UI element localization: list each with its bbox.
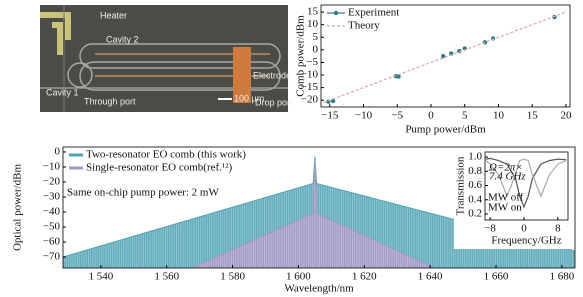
y-tick-label: 5 (313, 31, 319, 43)
legend-label: Theory (348, 20, 380, 32)
y-tick-label: 1.0 (468, 151, 482, 163)
y-axis-label: Transmission (455, 156, 467, 215)
annotation: 7.4 GHz (489, 171, 526, 183)
x-tick-label: −8 (484, 223, 496, 235)
y-tick-label: −40 (43, 206, 61, 218)
x-tick-label: 1 620 (352, 271, 377, 283)
y-tick-label: 10 (307, 18, 319, 30)
x-tick-label: 0 (521, 223, 527, 235)
legend-label: MW on (488, 202, 522, 214)
legend-label: Two-resonator EO comb (this work) (86, 149, 246, 161)
x-axis-label: Wavelength/nm (284, 283, 354, 295)
x-tick-label: 8 (555, 223, 561, 235)
legend-label: Single-resonator EO comb(ref.¹²) (86, 162, 233, 174)
y-tick-label: 0 (313, 43, 319, 55)
image-label: Heater (100, 10, 127, 20)
x-tick-label: 1 660 (484, 271, 509, 283)
y-tick-label: 0.2 (468, 208, 482, 220)
x-tick-label: −5 (391, 110, 403, 122)
x-tick-label: 1 640 (418, 271, 443, 283)
y-tick-label: 0.4 (468, 193, 482, 205)
legend-marker (334, 11, 338, 15)
image-label: Through port (84, 96, 136, 106)
x-tick-label: 20 (560, 110, 572, 122)
x-tick-label: 1 560 (154, 271, 179, 283)
y-tick-label: −50 (43, 221, 61, 233)
annotation: Same on-chip pump power: 2 mW (67, 187, 219, 199)
y-tick-label: −10 (43, 160, 61, 172)
x-axis-label: Frequency/GHz (491, 235, 561, 247)
x-tick-label: 10 (493, 110, 505, 122)
y-tick-label: 15 (307, 6, 319, 18)
microscope-image: Heater Cavity 2 Electrode Cavity 1 Throu… (40, 5, 293, 112)
y-tick-label: −60 (43, 236, 61, 248)
x-tick-label: 15 (527, 110, 539, 122)
image-label: Cavity 2 (106, 34, 139, 44)
figure: Heater Cavity 2 Electrode Cavity 1 Throu… (0, 0, 583, 297)
y-tick-label: −20 (43, 176, 61, 188)
y-tick-label: −70 (43, 251, 61, 263)
legend-label: Experiment (348, 7, 399, 19)
x-tick-label: −15 (321, 110, 339, 122)
y-tick-label: 0.8 (468, 165, 482, 177)
x-tick-label: 5 (462, 110, 468, 122)
x-tick-label: 1 580 (220, 271, 245, 283)
x-tick-label: −10 (355, 110, 373, 122)
y-tick-label: 0 (55, 145, 61, 157)
data-point (491, 36, 495, 40)
x-tick-label: 0 (428, 110, 434, 122)
y-tick-label: 0.6 (468, 179, 482, 191)
image-label: Electrode (253, 70, 291, 80)
y-axis-label: Optical power/dBm (12, 164, 24, 252)
y-axis-label: Comb power/dBm (295, 15, 307, 97)
image-label: Drop port (255, 97, 293, 107)
y-tick-label: −5 (306, 56, 318, 68)
image-label: Cavity 1 (46, 87, 79, 97)
x-tick-label: 1 600 (286, 271, 311, 283)
data-point (441, 54, 445, 58)
y-tick-label: −30 (43, 191, 61, 203)
x-tick-label: 1 680 (549, 271, 574, 283)
x-axis-label: Pump power/dBm (405, 124, 486, 136)
x-tick-label: 1 540 (88, 271, 113, 283)
